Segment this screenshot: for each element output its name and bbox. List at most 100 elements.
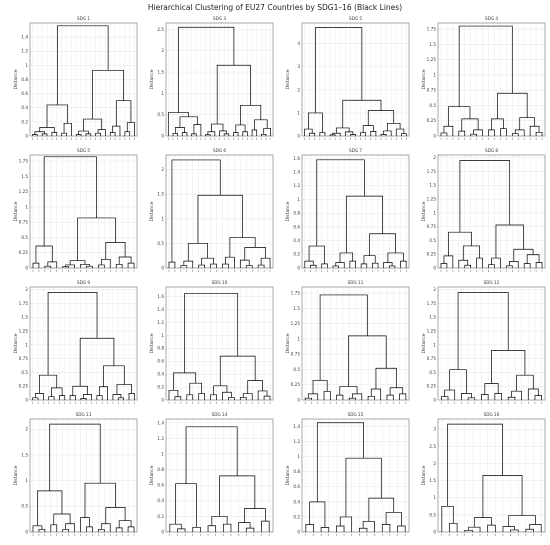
y-tick-label: 0.25 bbox=[19, 384, 29, 389]
dendrogram-link bbox=[263, 127, 272, 136]
dendrogram-panel: SDG 15 0 0.2 0.4 0.6 0.8 1 1.2 1.4 Distance bbox=[285, 412, 410, 536]
dendrogram-link bbox=[458, 259, 469, 268]
y-tick-label: 3 bbox=[297, 64, 300, 69]
y-tick-label: 1.5 bbox=[429, 183, 436, 188]
dendrogram-link bbox=[247, 380, 263, 394]
dendrogram-link bbox=[201, 257, 214, 266]
dendrogram-link bbox=[360, 132, 367, 136]
subplot-title: SDG 12 bbox=[484, 280, 500, 285]
dendrogram-link bbox=[35, 245, 53, 264]
dendrogram-link bbox=[507, 396, 516, 400]
dendrogram-link bbox=[440, 396, 449, 400]
dendrogram-link bbox=[62, 529, 69, 532]
dendrogram-panel: SDG 6 0 0.5 1 1.5 2 Distance bbox=[149, 148, 274, 272]
y-tick-label: 0.25 bbox=[19, 250, 29, 255]
dendrogram-link bbox=[457, 292, 509, 370]
dendrogram-link bbox=[508, 261, 519, 268]
dendrogram-link bbox=[304, 260, 314, 268]
dendrogram-link bbox=[309, 132, 316, 136]
y-tick-label: 0 bbox=[433, 397, 436, 402]
y-tick-label: 1 bbox=[25, 204, 28, 209]
y-tick-label: 1.2 bbox=[293, 183, 300, 188]
dendrogram-link bbox=[245, 265, 253, 268]
dendrogram-link bbox=[345, 457, 382, 517]
dendrogram-link bbox=[348, 335, 387, 387]
y-tick-label: 1 bbox=[433, 342, 436, 347]
y-tick-label: 2 bbox=[433, 287, 436, 292]
y-tick-label: 0 bbox=[297, 133, 300, 138]
dendrogram-link bbox=[352, 393, 363, 400]
dendrogram-link bbox=[181, 132, 188, 136]
dendrogram-link bbox=[43, 156, 97, 247]
dendrogram-link bbox=[38, 529, 46, 532]
dendrogram-link bbox=[305, 524, 314, 532]
y-tick-label: 1.6 bbox=[157, 294, 164, 299]
dendrogram-link bbox=[210, 263, 217, 268]
y-tick-label: 0.2 bbox=[21, 119, 28, 124]
dendrogram-link bbox=[369, 233, 396, 256]
y-axis-label: Distance bbox=[421, 465, 427, 485]
dendrogram-link bbox=[98, 264, 105, 268]
dendrogram-link bbox=[100, 523, 111, 532]
dendrogram-panel: SDG 12 0 0.25 0.5 0.75 1 1.25 1.5 1.75 2 Distance bbox=[421, 280, 546, 404]
y-tick-label: 0 bbox=[433, 265, 436, 270]
y-tick-label: 0.6 bbox=[293, 484, 300, 489]
dendrogram-link bbox=[77, 217, 116, 261]
y-tick-label: 1.5 bbox=[429, 42, 436, 47]
dendrogram-link bbox=[240, 104, 262, 125]
y-tick-label: 1.4 bbox=[293, 170, 300, 175]
dendrogram-link bbox=[238, 522, 251, 532]
y-tick-label: 1.25 bbox=[427, 328, 437, 333]
dendrogram-panel: SDG 10 0 0.2 0.4 0.6 0.8 1 1.2 1.4 1.6 Distance bbox=[149, 280, 274, 404]
dendrogram-link bbox=[385, 512, 402, 526]
subplot-title: SDG 11 bbox=[348, 280, 364, 285]
y-tick-label: 1.5 bbox=[157, 69, 164, 74]
y-tick-label: 1.75 bbox=[427, 27, 437, 32]
y-tick-label: 1.4 bbox=[157, 307, 164, 312]
y-axis-label: Distance bbox=[149, 333, 155, 353]
dendrogram-link bbox=[510, 529, 519, 532]
y-tick-label: 1.4 bbox=[157, 420, 164, 425]
y-tick-label: 2 bbox=[25, 287, 28, 292]
y-tick-label: 1.25 bbox=[291, 321, 301, 326]
dendrogram-link bbox=[339, 516, 353, 532]
subplot-title: SDG 9 bbox=[77, 280, 90, 285]
dendrogram-link bbox=[502, 526, 515, 532]
y-tick-label: 0.4 bbox=[157, 498, 164, 503]
y-tick-label: 1 bbox=[161, 91, 164, 96]
dendrogram-link bbox=[191, 133, 197, 136]
dendrogram-link bbox=[216, 64, 251, 125]
dendrogram-link bbox=[380, 134, 387, 136]
dendrogram-link bbox=[51, 132, 58, 136]
dendrogram-link bbox=[96, 395, 103, 400]
y-axis-label: Distance bbox=[421, 69, 427, 89]
dendrogram-link bbox=[63, 122, 72, 136]
dendrogram-link bbox=[320, 527, 330, 532]
dendrogram-link bbox=[329, 134, 336, 136]
y-tick-label: 0.5 bbox=[21, 370, 28, 375]
dendrogram-link bbox=[447, 423, 503, 507]
dendrogram-link bbox=[310, 264, 317, 268]
plot-frame bbox=[29, 418, 138, 533]
y-tick-label: 0 bbox=[25, 529, 28, 534]
plot-frame bbox=[437, 418, 546, 533]
dendrogram-link bbox=[85, 133, 92, 136]
dendrogram-link bbox=[513, 248, 534, 262]
y-tick-label: 1.2 bbox=[293, 439, 300, 444]
y-tick-label: 0.2 bbox=[293, 514, 300, 519]
subplot-title: SDG 7 bbox=[349, 148, 362, 153]
dendrogram-link bbox=[534, 395, 543, 400]
y-tick-label: 3 bbox=[433, 427, 436, 432]
dendrogram-link bbox=[65, 264, 75, 268]
dendrogram-link bbox=[448, 106, 471, 127]
y-tick-label: 0.75 bbox=[19, 356, 29, 361]
y-tick-label: 1 bbox=[297, 454, 300, 459]
dendrogram-link bbox=[526, 254, 540, 264]
y-tick-label: 1.5 bbox=[21, 452, 28, 457]
y-tick-label: 1.5 bbox=[21, 174, 28, 179]
dendrogram-link bbox=[372, 262, 379, 268]
y-tick-label: 0 bbox=[433, 529, 436, 534]
dendrogram-link bbox=[342, 99, 382, 128]
dendrogram-link bbox=[319, 294, 368, 381]
dendrogram-link bbox=[397, 525, 406, 532]
